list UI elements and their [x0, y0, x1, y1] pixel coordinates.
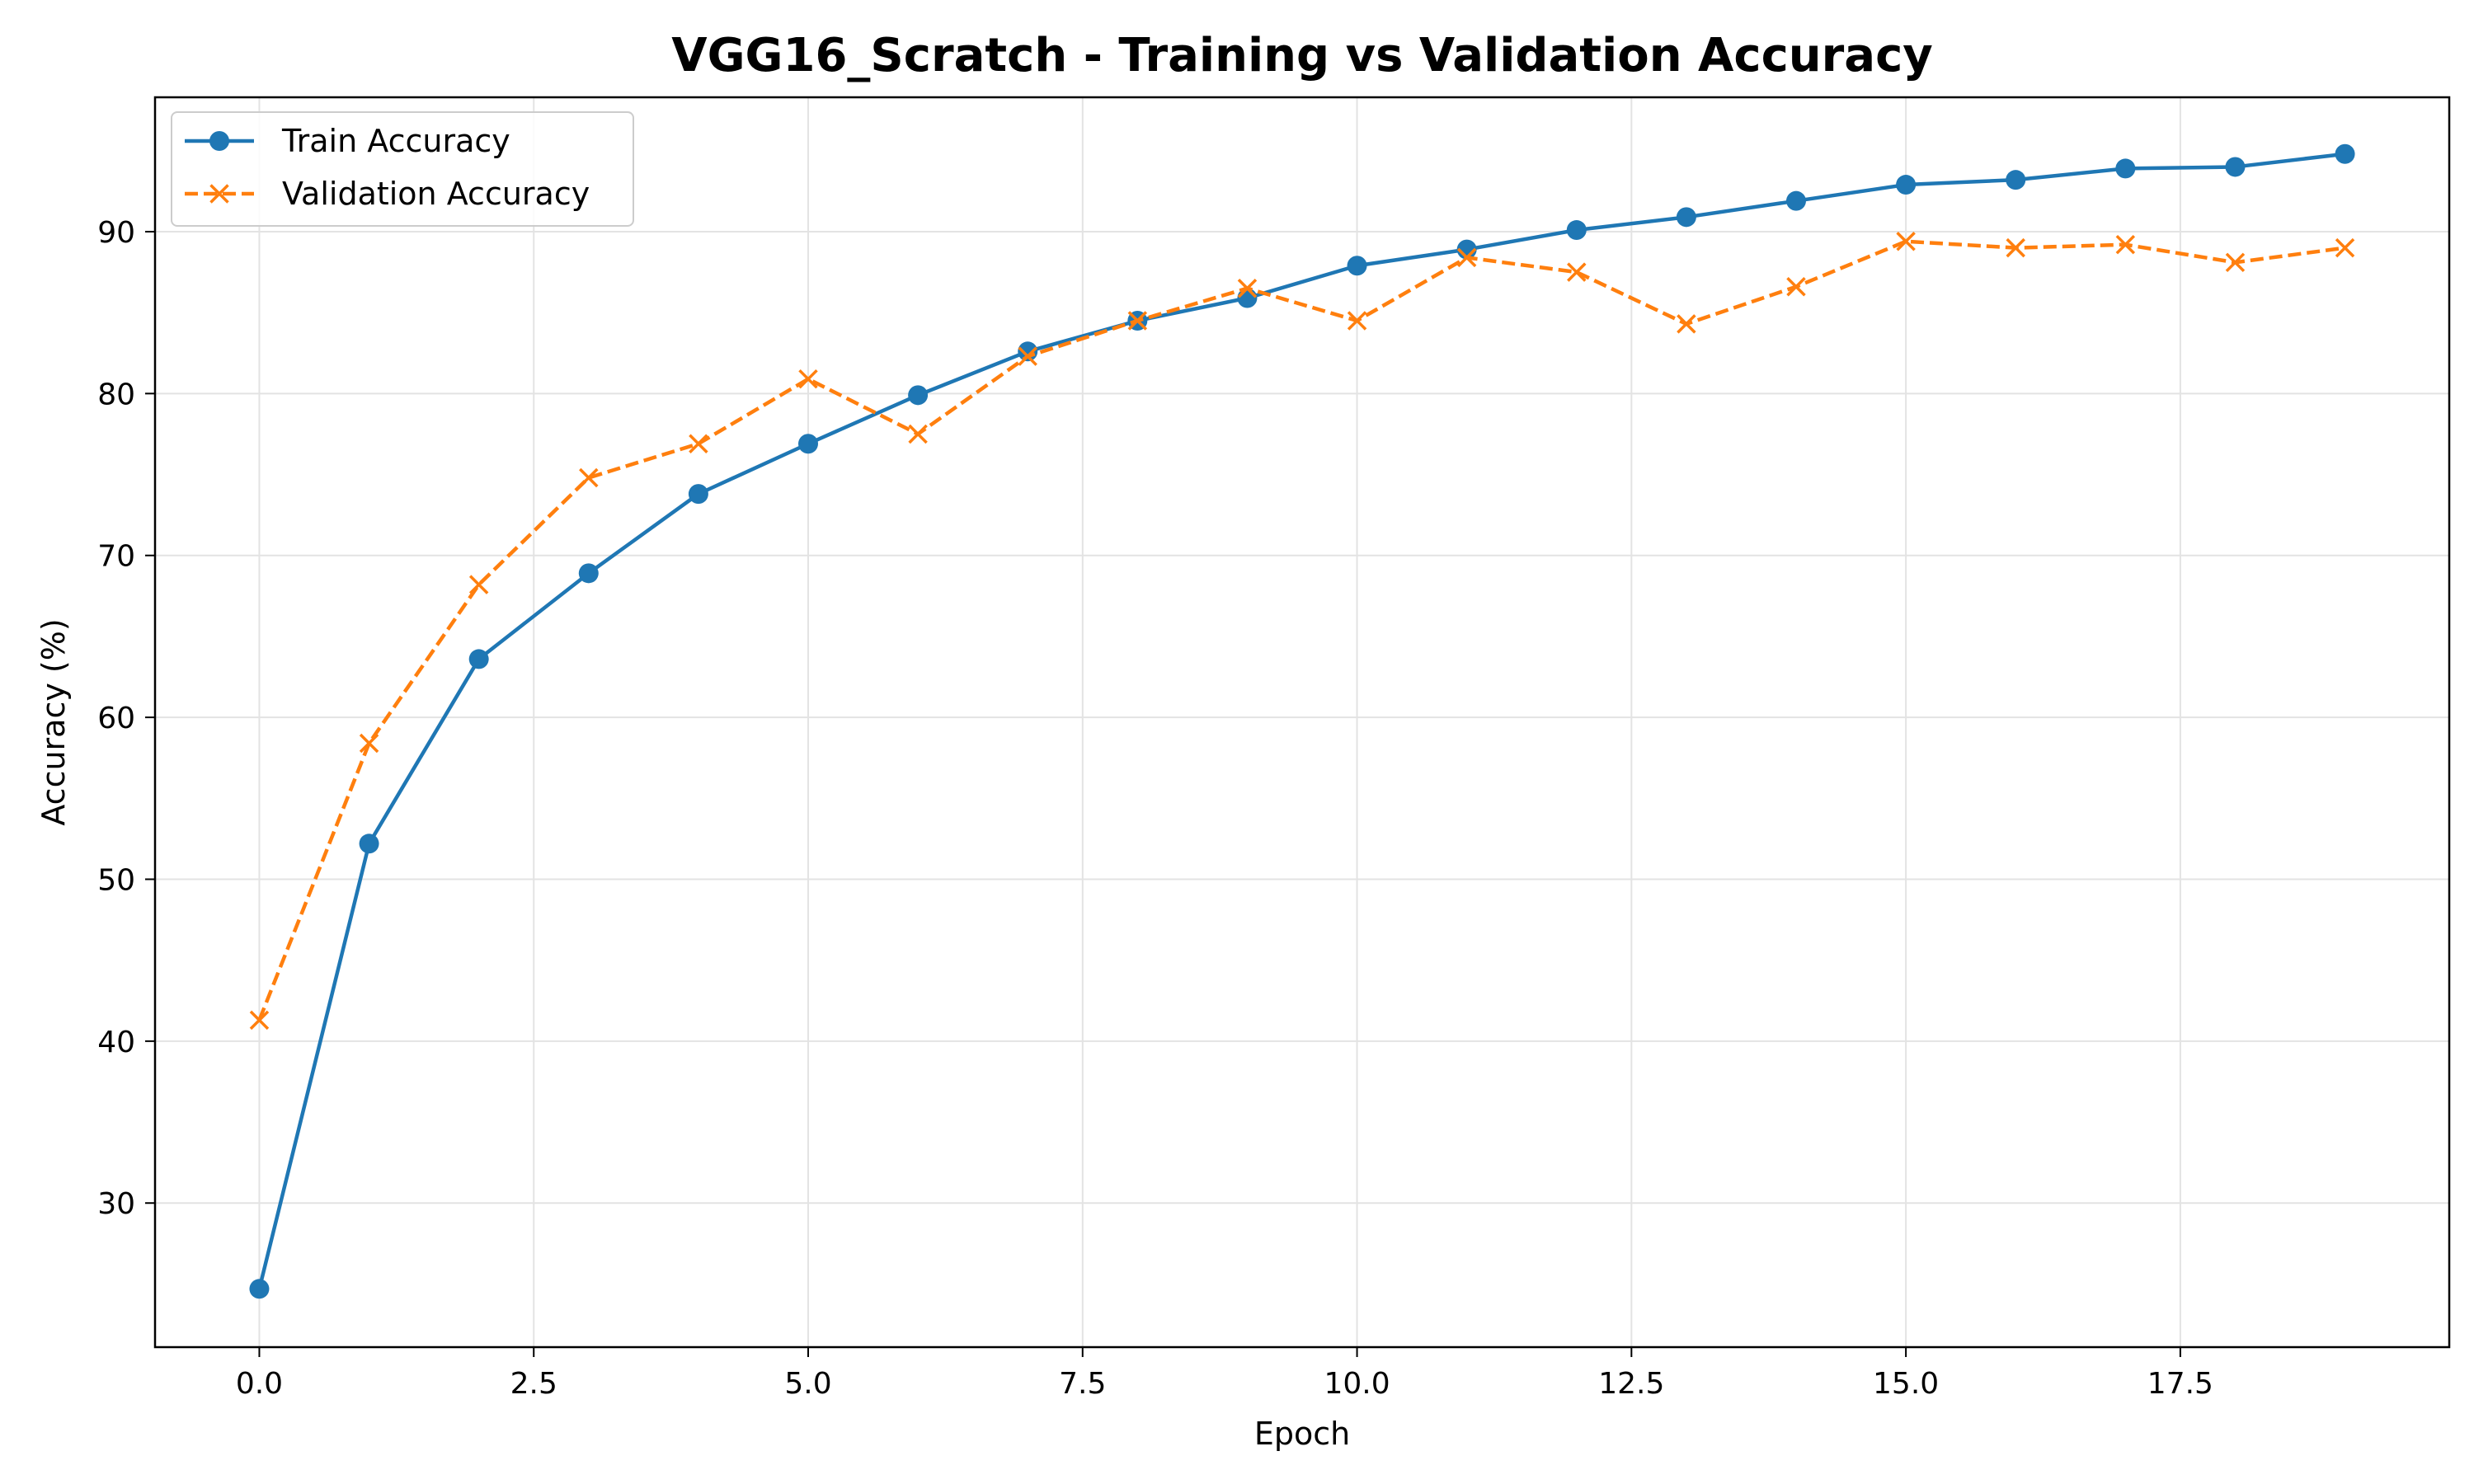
- y-tick-label: 30: [97, 1187, 135, 1221]
- validation-accuracy-point: [579, 467, 599, 488]
- legend-frame: [171, 111, 634, 227]
- legend-validation-accuracy-marker: [209, 184, 229, 204]
- validation-accuracy-point: [798, 369, 818, 389]
- validation-accuracy-point: [2335, 237, 2355, 258]
- y-tick-label: 90: [97, 216, 135, 250]
- train-accuracy-line: [257, 152, 2345, 1289]
- legend-train-accuracy-marker: [209, 131, 229, 151]
- train-accuracy-point: [1347, 256, 1367, 276]
- train-accuracy-point: [1896, 175, 1917, 195]
- x-tick-label: 10.0: [1324, 1367, 1390, 1401]
- validation-accuracy-point: [689, 434, 708, 453]
- validation-accuracy-point: [1567, 262, 1587, 282]
- x-tick-label: 7.5: [1059, 1367, 1106, 1401]
- train-accuracy-point: [1785, 190, 1806, 211]
- validation-accuracy-line: [257, 239, 2345, 1021]
- train-accuracy-point: [578, 563, 599, 584]
- y-axis-label: Accuracy (%): [35, 618, 72, 825]
- y-tick-label: 80: [97, 378, 135, 411]
- train-accuracy-point: [1566, 220, 1587, 241]
- series-layer: [249, 143, 2355, 1299]
- validation-accuracy-point: [1786, 277, 1806, 297]
- train-accuracy-point: [2006, 170, 2026, 190]
- validation-accuracy-point: [1127, 311, 1148, 331]
- train-accuracy-point: [2225, 157, 2246, 177]
- train-accuracy-point: [468, 649, 489, 669]
- x-tick-label: 2.5: [510, 1367, 557, 1401]
- legend-train-label: Train Accuracy: [281, 123, 510, 159]
- validation-accuracy-point: [2225, 252, 2246, 273]
- grid-layer: [155, 97, 2449, 1347]
- validation-accuracy-point: [1237, 278, 1258, 298]
- legend-validation-label: Validation Accuracy: [282, 176, 590, 212]
- x-axis-label: Epoch: [1254, 1416, 1350, 1452]
- train-accuracy-point: [359, 834, 379, 854]
- train-accuracy-point: [249, 1279, 270, 1299]
- y-tick-label: 40: [97, 1026, 135, 1059]
- train-accuracy-point: [2335, 143, 2355, 164]
- validation-accuracy-point: [1896, 232, 1916, 251]
- validation-accuracy-point: [249, 1010, 270, 1031]
- legend-validation-swatch: [185, 184, 254, 204]
- train-accuracy-point: [798, 434, 819, 454]
- validation-accuracy-point: [2006, 237, 2025, 258]
- chart-title: VGG16_Scratch - Training vs Validation A…: [671, 29, 1933, 82]
- y-tick-label: 60: [97, 702, 135, 735]
- plot-frame: [153, 96, 2451, 1349]
- train-accuracy-point: [1676, 207, 1696, 228]
- x-tick-label: 0.0: [236, 1367, 283, 1401]
- train-accuracy-point: [688, 484, 708, 505]
- train-accuracy-point: [2115, 158, 2136, 179]
- y-tick-label: 70: [97, 540, 135, 574]
- validation-accuracy-point: [1456, 247, 1477, 268]
- validation-accuracy-point: [1347, 311, 1367, 331]
- y-tick-label: 50: [97, 863, 135, 897]
- x-tick-label: 12.5: [1598, 1367, 1664, 1401]
- validation-accuracy-point: [1677, 314, 1696, 334]
- legend-train-swatch: [185, 131, 254, 151]
- x-tick-label: 5.0: [784, 1367, 831, 1401]
- validation-accuracy-point: [2115, 234, 2136, 255]
- legend: Train Accuracy Validation Accuracy: [171, 111, 634, 227]
- x-tick-label: 17.5: [2147, 1367, 2213, 1401]
- x-tick-label: 15.0: [1873, 1367, 1939, 1401]
- tick-layer: 0.0 2.5 5.0 7.5 10.0 12.5 15.0 17.5 30 40 50 60 70 80…: [97, 216, 2213, 1401]
- validation-accuracy-point: [1018, 346, 1037, 366]
- validation-accuracy-point: [468, 575, 489, 594]
- validation-accuracy-point: [908, 424, 928, 444]
- validation-accuracy-point: [359, 733, 379, 754]
- train-accuracy-point: [908, 385, 929, 406]
